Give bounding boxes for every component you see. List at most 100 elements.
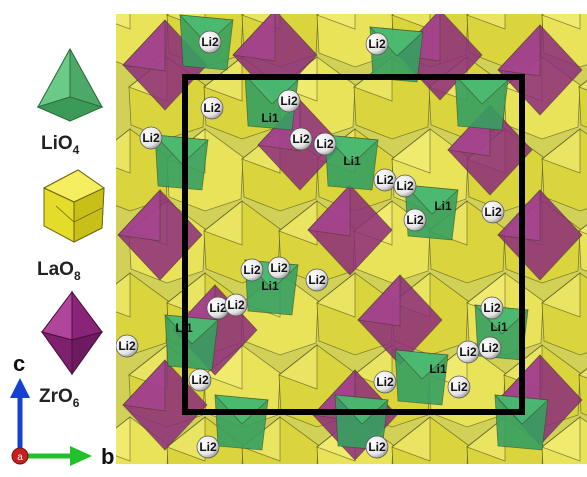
zro6-label: ZrO6 bbox=[39, 386, 80, 410]
li2-atom bbox=[365, 32, 389, 56]
li2-site-label: Li2 bbox=[199, 440, 217, 454]
unit-cell-border bbox=[182, 74, 525, 415]
lao8-label: LaO8 bbox=[37, 259, 81, 283]
li2-atom bbox=[481, 200, 505, 224]
li-tetrahedron-facet bbox=[393, 349, 449, 380]
axis-triad: a bbox=[10, 378, 92, 466]
a-axis-label: a bbox=[17, 452, 23, 463]
li-tetrahedron-facet bbox=[163, 314, 219, 345]
c-axis-arrow-icon bbox=[10, 378, 30, 398]
li-tetrahedron-facet bbox=[153, 134, 209, 165]
li2-atom bbox=[305, 268, 329, 292]
li2-site-label: Li2 bbox=[280, 94, 298, 108]
b-axis-arrow-icon bbox=[70, 446, 92, 466]
la-polyhedron bbox=[578, 368, 587, 416]
la-polyhedron-facet bbox=[116, 128, 131, 174]
li2-site-label: Li2 bbox=[227, 298, 245, 312]
la-polyhedron-facet bbox=[578, 224, 587, 235]
li2-site-label: Li2 bbox=[209, 301, 227, 315]
a-axis-dot-icon bbox=[11, 447, 29, 465]
li2-site-label: Li2 bbox=[450, 380, 468, 394]
li2-atom bbox=[196, 435, 220, 459]
zr-octahedron-facet bbox=[307, 183, 351, 237]
li2-site-label: Li2 bbox=[270, 261, 288, 275]
li2-site-label: Li2 bbox=[243, 263, 261, 277]
b-axis-label: b bbox=[101, 444, 115, 469]
zr-octahedron-facet bbox=[497, 23, 541, 77]
la-polyhedron-facet bbox=[391, 14, 431, 30]
li2-atom bbox=[277, 89, 301, 113]
zr-octahedron-facet bbox=[117, 188, 161, 242]
la-polyhedron-facet bbox=[278, 344, 318, 390]
li1-site-label: Li1 bbox=[261, 279, 279, 293]
la-polyhedron-facet bbox=[541, 14, 581, 30]
la-polyhedron-facet bbox=[116, 14, 131, 30]
la-polyhedron-facet bbox=[116, 416, 131, 462]
la-polyhedron-facet bbox=[116, 272, 131, 318]
li2-atom bbox=[447, 375, 471, 399]
li2-site-label: Li2 bbox=[368, 440, 386, 454]
la-polyhedron-facet bbox=[203, 200, 243, 246]
li2-site-label: Li2 bbox=[406, 213, 424, 227]
lao8-legend-icon bbox=[42, 169, 106, 243]
li2-site-label: Li2 bbox=[484, 205, 502, 219]
li2-site-label: Li2 bbox=[118, 339, 136, 353]
li2-atom bbox=[393, 174, 417, 198]
li2-site-label: Li2 bbox=[481, 341, 499, 355]
lio4-label: LiO4 bbox=[41, 133, 80, 157]
li2-site-label: Li2 bbox=[396, 179, 414, 193]
la-polyhedron-facet bbox=[578, 80, 587, 91]
li2-atom bbox=[198, 30, 222, 54]
zr-octahedron-facet bbox=[232, 14, 276, 62]
li2-atom bbox=[289, 127, 313, 151]
li2-site-label: Li2 bbox=[316, 137, 334, 151]
zr-octahedron-facet bbox=[122, 18, 166, 72]
li-tetrahedron-facet bbox=[178, 14, 234, 45]
li1-site-label: Li1 bbox=[490, 320, 508, 334]
li2-atom bbox=[188, 368, 212, 392]
li2-atom bbox=[403, 208, 427, 232]
li2-atom bbox=[224, 293, 248, 317]
li2-atom bbox=[478, 336, 502, 360]
li2-atom bbox=[456, 340, 480, 364]
lio4-legend-icon bbox=[36, 47, 104, 122]
li1-site-label: Li1 bbox=[261, 111, 279, 125]
zro6-legend-icon bbox=[40, 290, 104, 376]
li2-atom bbox=[373, 370, 397, 394]
la-polyhedron-facet bbox=[391, 416, 431, 462]
la-polyhedron-facet bbox=[391, 128, 431, 174]
li2-site-label: Li2 bbox=[368, 37, 386, 51]
c-axis-label: c bbox=[13, 351, 26, 376]
li2-site-label: Li2 bbox=[191, 373, 209, 387]
la-polyhedron-facet bbox=[541, 272, 581, 318]
li-tetrahedron-facet bbox=[323, 134, 379, 165]
li2-site-label: Li2 bbox=[308, 273, 326, 287]
li2-site-label: Li2 bbox=[376, 173, 394, 187]
la-polyhedron-facet bbox=[316, 14, 356, 30]
la-polyhedron bbox=[578, 80, 587, 128]
zr-octahedron-facet bbox=[122, 358, 166, 412]
li2-site-label: Li2 bbox=[483, 301, 501, 315]
li2-atom bbox=[139, 126, 163, 150]
li2-atom bbox=[267, 256, 291, 280]
li2-site-label: Li2 bbox=[292, 132, 310, 146]
li2-site-label: Li2 bbox=[142, 131, 160, 145]
la-polyhedron-facet bbox=[541, 128, 581, 174]
li2-atom bbox=[480, 296, 504, 320]
li2-site-label: Li2 bbox=[459, 345, 477, 359]
la-polyhedron-facet bbox=[316, 272, 356, 318]
li1-site-label: Li1 bbox=[343, 154, 361, 168]
li1-site-label: Li1 bbox=[434, 199, 452, 213]
li-tetrahedron-facet bbox=[403, 184, 459, 215]
li2-atom bbox=[116, 334, 139, 358]
zr-octahedron-facet bbox=[357, 273, 401, 327]
li1-site-label: Li1 bbox=[175, 321, 193, 335]
li2-atom bbox=[313, 132, 337, 156]
li2-atom bbox=[365, 435, 389, 459]
li2-site-label: Li2 bbox=[201, 35, 219, 49]
la-polyhedron-facet bbox=[541, 416, 581, 462]
la-polyhedron-facet bbox=[466, 14, 506, 30]
li2-site-label: Li2 bbox=[203, 101, 221, 115]
